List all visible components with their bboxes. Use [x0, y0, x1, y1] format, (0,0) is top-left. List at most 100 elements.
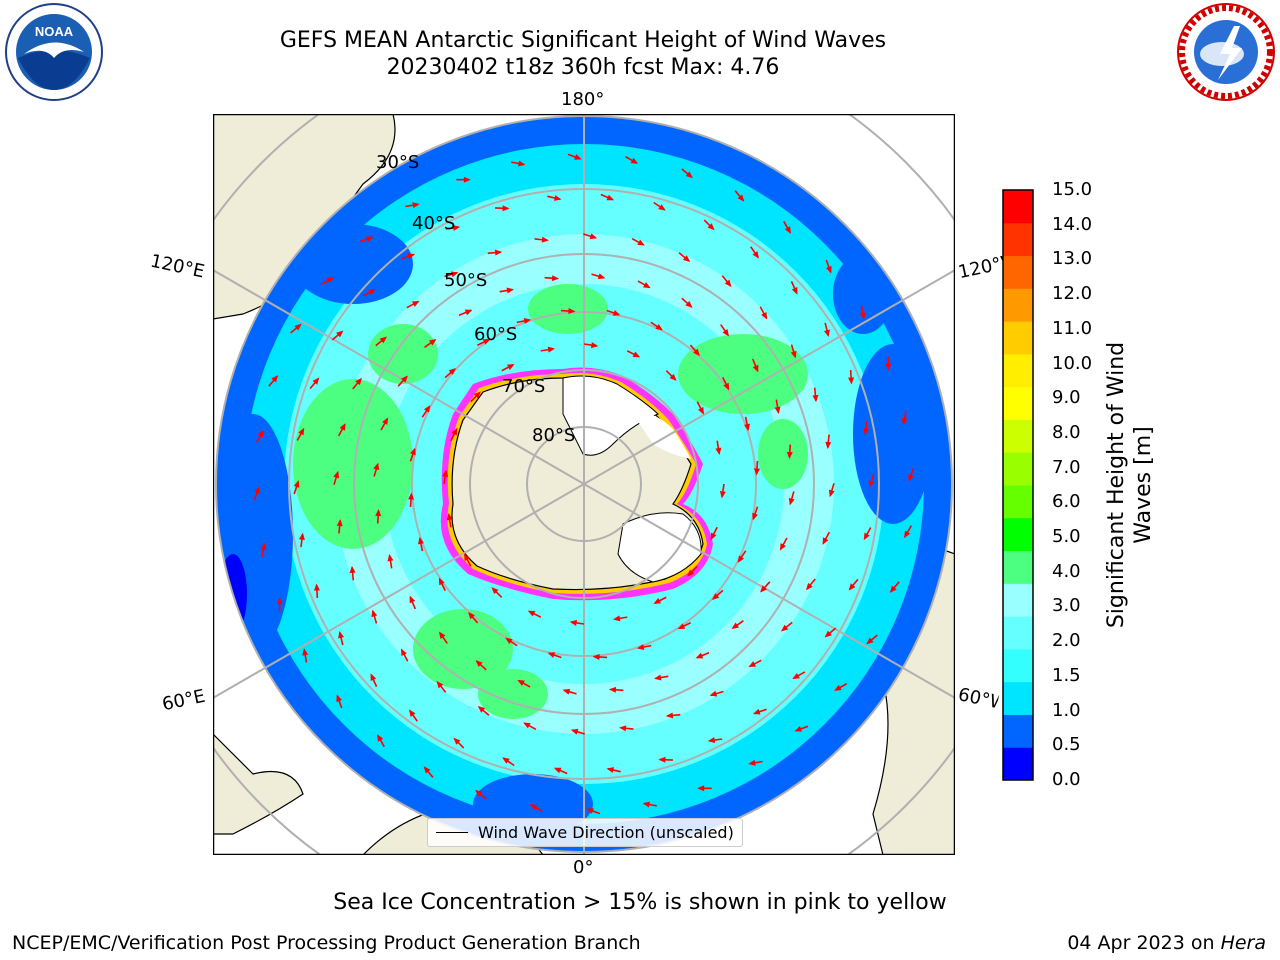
colorbar-tick-label: 10.0: [1052, 352, 1093, 374]
nws-logo: [1177, 3, 1275, 101]
wind-wave-arrow-head: [825, 441, 832, 449]
wind-wave-arrow-head: [722, 328, 730, 337]
wind-wave-arrow-head: [707, 737, 716, 744]
colorbar-tick-label: 13.0: [1052, 248, 1093, 270]
lat-label-40s: 40°S: [412, 213, 456, 234]
wind-wave-arrow-head: [655, 323, 663, 331]
wind-wave-arrow-head: [788, 497, 795, 506]
wind-wave-arrow-head: [368, 288, 376, 296]
wind-wave-arrow-head: [409, 709, 416, 717]
colorbar-segment: [1003, 485, 1033, 519]
wind-wave-arrow-head: [477, 705, 486, 713]
colorbar-tick-label: 0.0: [1052, 769, 1081, 790]
wind-wave-arrow-head: [260, 542, 267, 551]
footer-host: Hera: [1220, 932, 1266, 954]
wind-wave-arrow-head: [547, 652, 556, 658]
colorbar-tick-label: 3.0: [1052, 595, 1081, 617]
wind-wave-arrow-head: [442, 469, 449, 478]
wind-wave-arrow-head: [551, 275, 560, 282]
wind-wave-arrow-head: [379, 336, 387, 344]
wind-wave-arrow-head: [791, 286, 798, 295]
lon-label-60w: 60°W: [956, 684, 1000, 713]
colorbar-tick-label: 9.0: [1052, 387, 1081, 409]
wind-wave-arrow-head: [464, 309, 473, 316]
wind-wave-arrow-head: [494, 249, 503, 256]
wind-wave-arrow-head: [606, 767, 615, 773]
wind-wave-arrow-head: [298, 532, 305, 541]
colorbar-segment: [1003, 550, 1033, 584]
lat-label-70s: 70°S: [502, 376, 546, 397]
colorbar-segment: [1003, 648, 1033, 683]
wind-wave-arrow-head: [312, 377, 320, 385]
colorbar-segment: [1003, 747, 1033, 781]
wind-wave-arrow-head: [822, 537, 829, 545]
wind-wave-arrow-head: [400, 648, 407, 657]
wind-wave-arrow-head: [541, 236, 549, 243]
wind-wave-arrow-head: [685, 300, 693, 308]
wind-wave-arrow-head: [597, 273, 606, 280]
wind-wave-arrow-head: [529, 804, 538, 811]
wind-wave-arrow-head: [333, 470, 340, 479]
wind-wave-arrow-head: [523, 722, 531, 729]
colorbar-segment: [1003, 190, 1033, 224]
wind-wave-arrow-head: [482, 338, 491, 345]
colorbar-segment: [1003, 517, 1033, 552]
colorbar-tick-label: 5.0: [1052, 526, 1081, 548]
wind-wave-arrow-head: [653, 598, 662, 604]
wind-wave-arrow-head: [826, 265, 832, 274]
wind-wave-arrow-head: [709, 690, 718, 697]
wind-wave-arrow-head: [302, 648, 309, 656]
wind-wave-arrow-head: [901, 417, 908, 426]
wind-wave-arrow-head: [547, 346, 556, 353]
wind-wave-arrow-head: [748, 661, 757, 668]
wind-wave-arrow-head: [698, 406, 704, 415]
wind-wave-arrow-head: [654, 674, 662, 681]
wind-wave-arrow-head: [794, 726, 803, 732]
wind-wave-arrow-head: [491, 587, 499, 595]
wind-wave-arrow-head: [370, 673, 377, 682]
wind-wave-arrow-head: [505, 637, 513, 645]
wind-wave-arrow-head: [761, 311, 768, 320]
wind-wave-arrow-head: [417, 536, 424, 545]
sea-ice-caption: Sea Ice Concentration > 15% is shown in …: [333, 890, 947, 915]
wind-wave-arrow-head: [642, 801, 651, 808]
wind-wave-arrow-head: [824, 630, 832, 638]
wind-wave-arrow-head: [553, 767, 562, 774]
colorbar-tick-label: 15.0: [1052, 179, 1093, 200]
wind-wave-arrow-head: [523, 317, 532, 324]
legend-label: Wind Wave Direction (unscaled): [478, 823, 734, 842]
colorbar-tick-label: 11.0: [1052, 317, 1093, 339]
wind-wave-arrow-head: [592, 653, 600, 660]
wind-wave-arrow-head: [527, 610, 536, 617]
wind-wave-arrow-head: [409, 595, 416, 604]
wind-wave-arrow-head: [293, 480, 300, 488]
colorbar-segment: [1003, 321, 1033, 355]
lon-label-120e: 120°E: [148, 250, 207, 283]
colorbar-tick-label: 1.0: [1052, 699, 1081, 721]
wind-wave-arrow-head: [475, 660, 483, 668]
wind-wave-arrow-head: [863, 532, 870, 541]
colorbar-tick-label: 2.0: [1052, 630, 1081, 652]
wind-wave-arrow-head: [570, 728, 579, 735]
wind-wave-arrow-head: [685, 171, 693, 179]
wind-wave-arrow-head: [411, 300, 420, 307]
wind-wave-arrow-head: [695, 652, 704, 659]
wind-wave-arrow-head: [868, 480, 875, 488]
wind-wave-arrow-head: [834, 684, 842, 691]
wind-wave-arrow-head: [464, 553, 470, 562]
wind-wave-arrow-head: [408, 492, 415, 500]
chart-title: GEFS MEAN Antarctic Significant Height o…: [279, 28, 887, 53]
wind-wave-arrow-head: [643, 282, 651, 289]
wind-wave-arrow-head: [375, 508, 382, 517]
wind-wave-arrow-head: [863, 427, 870, 436]
wind-wave-arrow-head: [349, 565, 356, 574]
wind-wave-arrow-head: [828, 489, 835, 498]
wind-wave-arrow-head: [744, 423, 751, 432]
africa-madagascar-landmass: [213, 733, 304, 835]
noaa-logo: NOAA: [5, 3, 103, 101]
colorbar-tick-label: 12.0: [1052, 283, 1093, 305]
wind-wave-arrow-head: [452, 224, 461, 231]
wind-wave-arrow-head: [723, 382, 730, 391]
wind-wave-arrow-head: [737, 555, 745, 563]
wind-wave-arrow-head: [752, 251, 759, 259]
